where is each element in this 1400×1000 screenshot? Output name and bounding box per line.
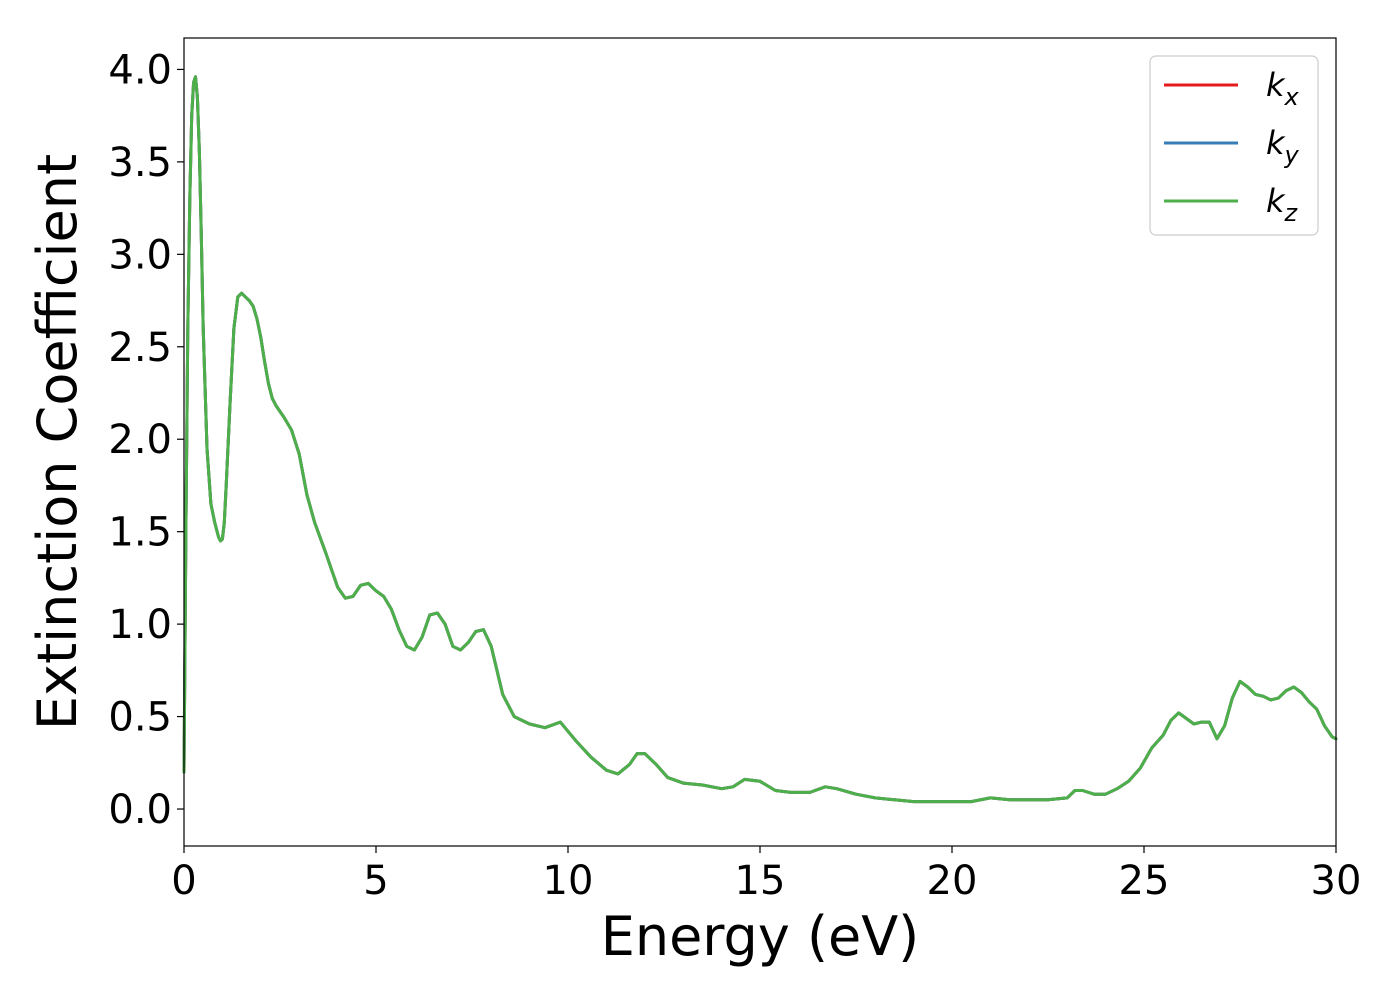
x-axis: 0 5 10 15 20 25 30	[171, 846, 1361, 904]
y-tick-label: 2.5	[108, 325, 172, 371]
y-tick-label: 1.0	[108, 602, 172, 648]
x-tick-label: 20	[927, 858, 978, 904]
x-tick-label: 25	[1119, 858, 1170, 904]
legend-label: kz	[1266, 182, 1299, 227]
x-tick-label: 5	[363, 858, 388, 904]
legend: kx ky kz	[1149, 55, 1319, 236]
y-tick-label: 3.0	[108, 232, 172, 278]
series-line-kz	[182, 75, 1338, 804]
x-axis-title: Energy (eV)	[601, 905, 920, 968]
y-tick-label: 4.0	[108, 47, 172, 93]
y-tick-label: 1.5	[108, 510, 172, 556]
y-tick-label: 0.5	[108, 695, 172, 741]
legend-label: ky	[1266, 124, 1300, 169]
y-tick-label: 0.0	[108, 787, 172, 833]
x-tick-label: 15	[735, 858, 786, 904]
legend-label: kx	[1266, 66, 1300, 111]
x-tick-label: 30	[1311, 858, 1362, 904]
y-axis: 0.0 0.5 1.0 1.5 2.0 2.5 3.0 3.5 4.0	[108, 47, 184, 833]
x-tick-label: 10	[543, 858, 594, 904]
y-tick-label: 2.0	[108, 417, 172, 463]
y-axis-title: Extinction Coefficient	[26, 154, 89, 730]
y-tick-label: 3.5	[108, 140, 172, 186]
legend-box	[1149, 55, 1319, 236]
x-tick-label: 0	[171, 858, 196, 904]
plot-lines	[182, 75, 1338, 804]
